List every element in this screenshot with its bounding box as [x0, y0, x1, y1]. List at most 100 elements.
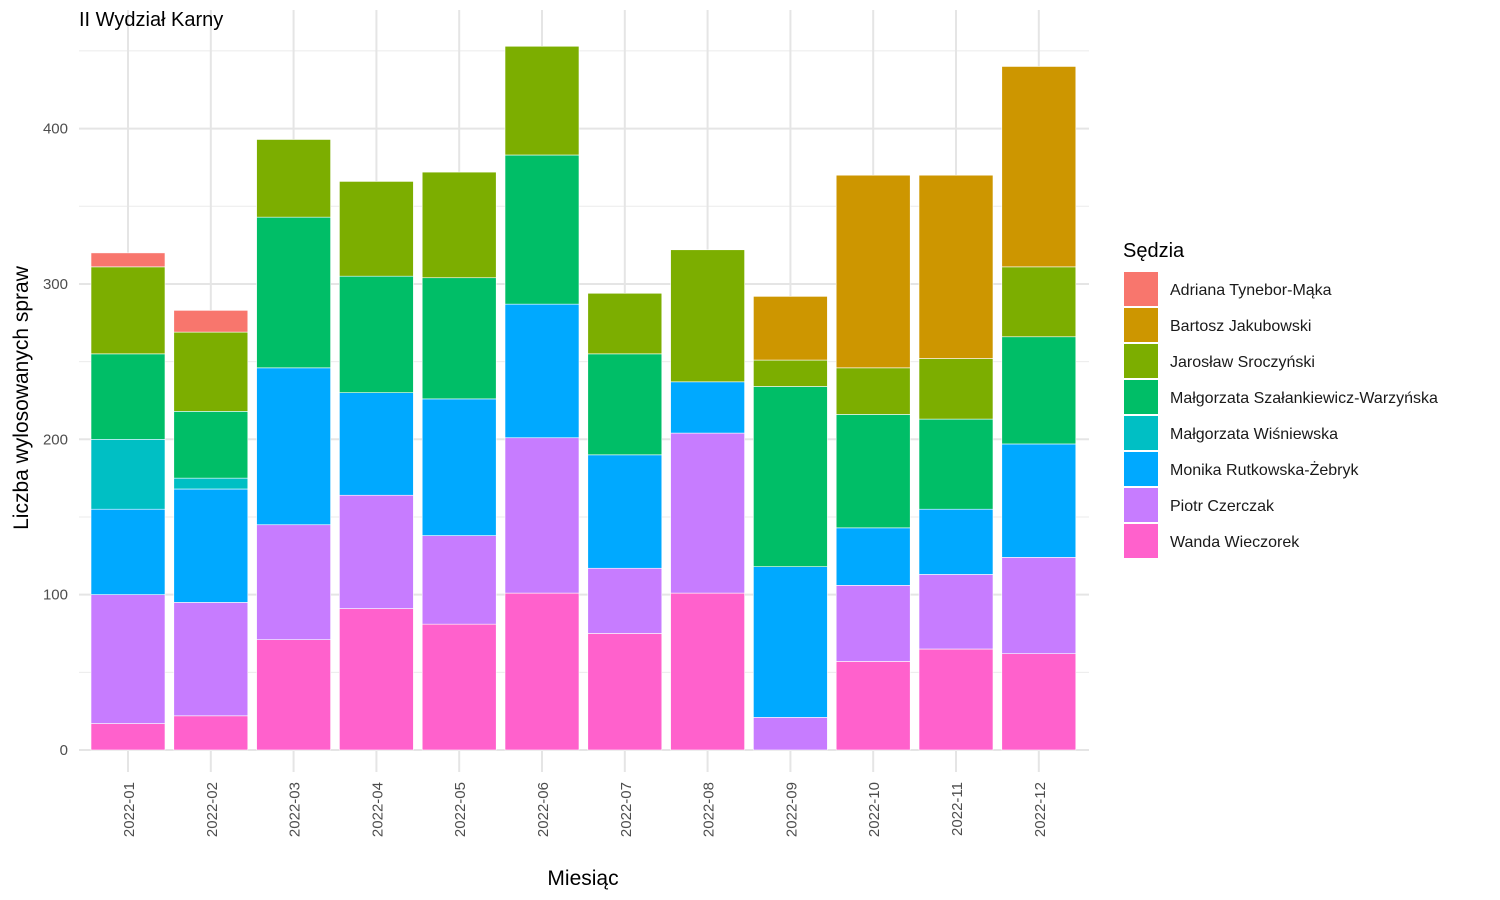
y-tick-label: 300 [43, 276, 68, 293]
y-tick-label: 400 [43, 121, 68, 138]
x-tick-label: 2022-12 [1032, 782, 1049, 837]
x-tick-label: 2022-05 [452, 782, 469, 837]
legend-label: Adriana Tynebor-Mąka [1170, 282, 1332, 299]
bar-segment [256, 367, 331, 526]
bar-segment [835, 414, 911, 529]
bar-segment [421, 398, 497, 536]
bar-segment [256, 524, 331, 641]
bar-segment [256, 139, 331, 218]
bar-segment [918, 358, 994, 420]
legend-label: Bartosz Jakubowski [1170, 318, 1311, 335]
bar-segment [670, 592, 745, 751]
bar-segment [90, 353, 166, 440]
bar-segment [587, 353, 663, 456]
bar-segment [173, 715, 249, 751]
legend-key [1124, 272, 1158, 306]
bar-segment [835, 585, 911, 662]
bar-segment [504, 154, 580, 305]
x-tick-label: 2022-09 [783, 782, 800, 837]
bar-segment [90, 266, 166, 355]
legend-label: Małgorzata Szałankiewicz-Warzyńska [1170, 390, 1438, 407]
bar-segment [918, 508, 994, 575]
bar-segment [753, 386, 828, 567]
bar-segment [835, 367, 911, 415]
bar-segment [173, 602, 249, 717]
bar-segment [1001, 653, 1077, 751]
bar-segment [918, 574, 994, 650]
bar-segment [1001, 557, 1077, 654]
legend-label: Małgorzata Wiśniewska [1170, 426, 1338, 443]
bar-segment [670, 249, 745, 383]
bar-segment [339, 392, 414, 496]
legend: Sędzia Adriana Tynebor-Mąka Bartosz Jakub… [1123, 240, 1438, 558]
legend-label: Jarosław Sroczyński [1170, 354, 1315, 371]
bar-segment [421, 277, 497, 400]
bar-segment [918, 648, 994, 751]
bar-segment [256, 639, 331, 751]
bar-segment [90, 508, 166, 595]
x-tick-label: 2022-03 [287, 782, 304, 837]
bar-segment [835, 527, 911, 586]
bar-segment [1001, 266, 1077, 338]
bar-segment [256, 216, 331, 369]
bar-segment [918, 418, 994, 510]
x-tick-label: 2022-08 [701, 782, 718, 837]
bar-segment [339, 181, 414, 277]
y-tick-label: 100 [43, 587, 68, 604]
x-tick-label: 2022-10 [866, 782, 883, 837]
bar-segment [1001, 336, 1077, 445]
x-tick-label: 2022-04 [369, 782, 386, 837]
bar-segment [173, 310, 249, 333]
bar-segment [421, 171, 497, 279]
legend-key [1124, 524, 1158, 558]
bar-segment [835, 174, 911, 369]
x-tick-label: 2022-01 [121, 782, 138, 837]
bar-segment [1001, 443, 1077, 558]
bar-segment [504, 45, 580, 156]
legend-label: Monika Rutkowska-Żebryk [1170, 460, 1360, 479]
y-axis-title: Liczba wylosowanych spraw [10, 265, 33, 530]
bar-segment [670, 432, 745, 594]
bar-segment [90, 594, 166, 724]
bar-segment [587, 292, 663, 355]
bar-segment [587, 633, 663, 751]
legend-key [1124, 416, 1158, 450]
bar-segment [1001, 66, 1077, 268]
bar-segment [339, 608, 414, 751]
bar-segment [753, 359, 828, 387]
bar-segment [504, 592, 580, 751]
bar-segment [90, 252, 166, 268]
bar-segment [421, 623, 497, 751]
legend-key [1124, 308, 1158, 342]
x-tick-label: 2022-07 [618, 782, 635, 837]
chart-title: II Wydział Karny [79, 9, 223, 31]
bar-segment [835, 661, 911, 751]
legend-key [1124, 488, 1158, 522]
legend-label: Piotr Czerczak [1170, 498, 1275, 515]
y-tick-label: 0 [60, 742, 68, 759]
bar-segment [339, 275, 414, 393]
legend-title: Sędzia [1123, 240, 1185, 262]
y-axis-ticks: 0 100 200 300 400 [43, 121, 68, 759]
bar-segment [90, 723, 166, 751]
bars-layer [90, 45, 1077, 751]
bar-segment [173, 477, 249, 490]
legend-label: Wanda Wieczorek [1170, 534, 1300, 551]
bar-segment [173, 331, 249, 412]
legend-key [1124, 380, 1158, 414]
bar-segment [504, 437, 580, 594]
x-axis-ticks: 2022-01 2022-02 2022-03 2022-04 2022-05 2022-… [121, 782, 1049, 837]
bar-segment [587, 567, 663, 634]
bar-segment [421, 535, 497, 625]
x-tick-label: 2022-11 [949, 782, 966, 836]
bar-segment [753, 566, 828, 718]
bar-segment [173, 411, 249, 479]
bar-segment [918, 174, 994, 359]
y-tick-label: 200 [43, 431, 68, 448]
x-tick-label: 2022-02 [204, 782, 221, 837]
bar-segment [670, 381, 745, 434]
legend-key [1124, 344, 1158, 378]
bar-segment [339, 494, 414, 609]
